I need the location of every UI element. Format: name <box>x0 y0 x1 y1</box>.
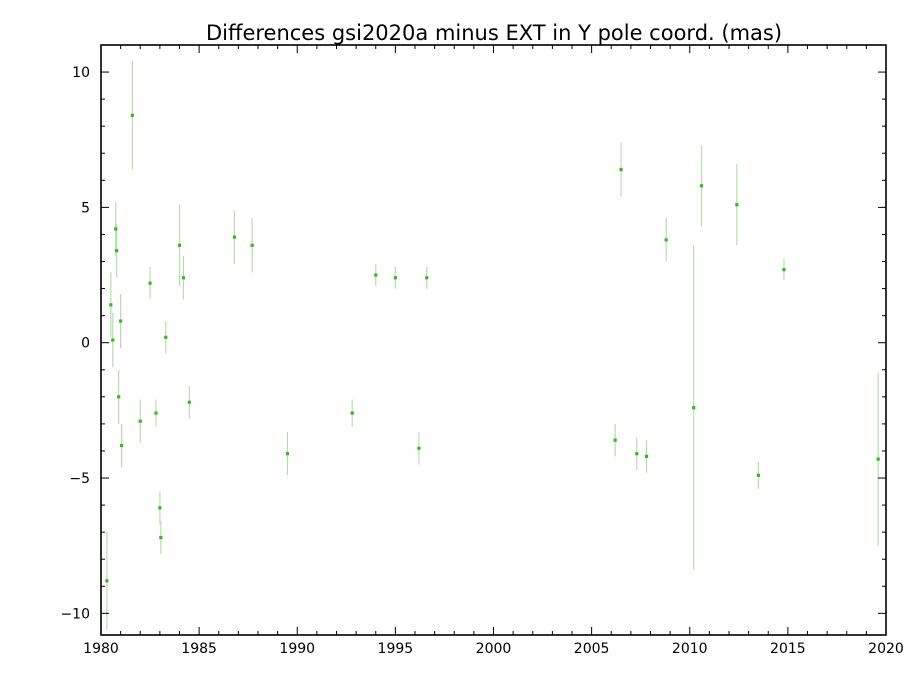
data-point <box>119 319 123 323</box>
x-tick-label: 1980 <box>83 641 119 657</box>
data-point <box>181 276 186 280</box>
data-point <box>130 113 134 117</box>
data-point <box>350 411 354 415</box>
data-point <box>158 506 162 510</box>
data-point <box>232 235 237 239</box>
data-point <box>393 276 397 280</box>
data-point <box>417 446 421 450</box>
data-point <box>876 457 880 461</box>
data-point <box>425 276 429 280</box>
data-point <box>664 238 668 242</box>
x-tick-label: 2005 <box>574 641 610 657</box>
data-points <box>105 113 880 583</box>
data-point <box>644 454 649 458</box>
data-point <box>111 338 115 342</box>
data-point <box>120 443 124 448</box>
y-tick-label: −10 <box>60 606 90 622</box>
data-point <box>138 419 142 423</box>
x-tick-label: 2020 <box>868 641 904 657</box>
x-tick-label: 2015 <box>770 641 806 657</box>
y-tick-label: 5 <box>81 200 90 216</box>
x-tick-label: 1985 <box>181 641 217 657</box>
data-point <box>699 184 704 188</box>
y-tick-label: −5 <box>69 471 90 487</box>
data-point <box>250 243 254 247</box>
y-axis: −10 −5 0 5 10 <box>60 65 886 622</box>
data-point <box>619 167 623 172</box>
x-tick-label: 2010 <box>672 641 708 657</box>
data-point <box>114 227 118 231</box>
data-point <box>115 249 119 253</box>
y-tick-label: 0 <box>81 336 90 352</box>
x-tick-label: 1995 <box>378 641 414 657</box>
data-point <box>159 535 163 540</box>
error-bars <box>106 61 879 630</box>
data-point <box>177 243 182 247</box>
data-point <box>756 473 761 477</box>
data-point <box>154 411 158 415</box>
data-point <box>117 395 121 399</box>
data-point <box>285 452 290 456</box>
data-point <box>105 579 109 583</box>
data-point <box>735 203 739 207</box>
data-point <box>109 303 113 307</box>
x-tick-label: 1990 <box>279 641 315 657</box>
data-point <box>187 400 191 404</box>
y-tick-label: 10 <box>72 65 90 81</box>
chart-title: Differences gsi2020a minus EXT in Y pole… <box>206 21 782 45</box>
data-point <box>692 406 696 410</box>
x-axis: 1980 1985 1990 1995 2000 2005 2010 2015 2020 <box>83 45 904 657</box>
data-point <box>635 452 639 456</box>
data-point <box>374 273 378 277</box>
data-point <box>782 268 786 272</box>
plot-frame <box>100 44 887 636</box>
data-point <box>148 281 152 285</box>
data-point <box>613 438 617 442</box>
data-point <box>164 335 168 339</box>
x-tick-label: 2000 <box>476 641 512 657</box>
